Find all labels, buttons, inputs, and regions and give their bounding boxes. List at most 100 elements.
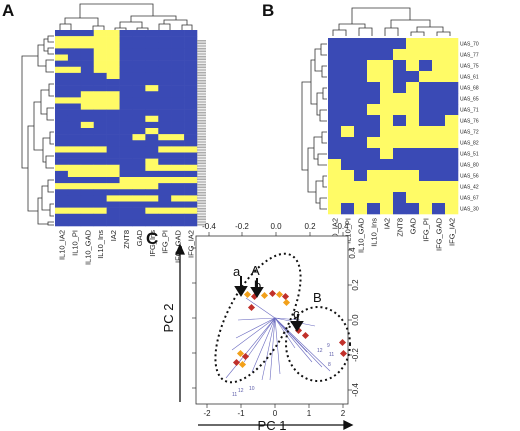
heatmap-cell xyxy=(132,66,146,74)
heatmap-cell xyxy=(393,71,407,83)
heatmap-cell xyxy=(419,148,433,160)
heatmap-cell xyxy=(445,60,459,72)
heatmap-cell xyxy=(80,109,95,117)
heatmap-cell xyxy=(419,181,433,193)
heatmap-cell xyxy=(132,85,146,92)
heatmap-cell xyxy=(367,192,381,204)
heatmap-cell xyxy=(132,30,146,37)
heatmap-cell xyxy=(367,104,381,116)
panel-a-row-dendrogram xyxy=(21,35,54,226)
vector-label: 8 xyxy=(328,362,331,368)
heatmap-cell xyxy=(158,134,172,141)
heatmap-cell xyxy=(158,128,172,135)
heatmap-cell xyxy=(367,49,381,61)
heatmap-cell xyxy=(119,66,133,74)
column-label: IFG_PI xyxy=(422,218,431,242)
panel-b-row-dendrogram xyxy=(301,43,327,210)
heatmap-cell xyxy=(341,170,355,182)
heatmap-cell xyxy=(432,93,446,105)
heatmap-cell xyxy=(406,104,420,116)
heatmap-cell xyxy=(80,115,95,123)
heatmap-cell xyxy=(67,103,82,110)
column-label: IL10_GAD xyxy=(357,217,366,253)
heatmap-cell xyxy=(93,189,107,196)
heatmap-cell xyxy=(119,79,133,86)
heatmap-cell xyxy=(445,49,459,61)
heatmap-cell xyxy=(93,201,107,208)
heatmap-cell xyxy=(341,115,355,127)
heatmap-cell xyxy=(55,85,69,92)
heatmap-cell xyxy=(55,134,69,141)
heatmap-cell xyxy=(145,42,159,49)
heatmap-cell xyxy=(354,82,368,94)
heatmap-cell xyxy=(184,48,198,55)
heatmap-cell xyxy=(80,152,95,159)
heatmap-cell xyxy=(119,177,133,184)
heatmap-cell xyxy=(80,85,95,92)
heatmap-cell xyxy=(184,128,198,135)
heatmap-cell xyxy=(328,126,342,138)
heatmap-cell xyxy=(119,207,133,215)
top-tick: 0.0 xyxy=(270,222,282,231)
heatmap-cell xyxy=(184,152,198,159)
heatmap-cell xyxy=(354,137,368,149)
heatmap-cell xyxy=(184,36,198,43)
heatmap-cell xyxy=(119,60,133,68)
heatmap-cell xyxy=(380,82,394,94)
heatmap-cell xyxy=(55,48,69,55)
heatmap-cell xyxy=(328,170,342,182)
right-tick: -0.4 xyxy=(351,383,360,397)
heatmap-cell xyxy=(184,103,198,110)
column-label: IL10_Ins xyxy=(96,230,105,259)
heatmap-cell xyxy=(132,103,146,110)
bottom-tick: 0 xyxy=(273,409,278,418)
heatmap-cell xyxy=(93,91,107,98)
heatmap-cell xyxy=(406,192,420,204)
heatmap-cell xyxy=(106,183,120,190)
vector-label: 10 xyxy=(249,386,255,392)
heatmap-cell xyxy=(119,115,133,123)
column-label: IFG_IA2 xyxy=(448,218,457,246)
heatmap-cell xyxy=(419,115,433,127)
heatmap-cell xyxy=(106,170,120,178)
heatmap-cell xyxy=(55,183,69,190)
heatmap-cell xyxy=(132,115,146,123)
heatmap-cell xyxy=(67,158,82,166)
column-label: IFG_IA2 xyxy=(187,230,196,258)
heatmap-cell xyxy=(145,97,159,104)
heatmap-cell xyxy=(119,164,133,172)
heatmap-cell xyxy=(158,72,172,80)
heatmap-cell xyxy=(119,134,133,141)
heatmap-cell xyxy=(158,60,172,68)
heatmap-cell xyxy=(328,159,342,171)
heatmap-cell xyxy=(80,48,95,55)
heatmap-cell xyxy=(341,104,355,116)
heatmap-cell xyxy=(55,195,69,202)
heatmap-cell xyxy=(158,36,172,43)
heatmap-cell xyxy=(119,36,133,43)
bottom-tick: -1 xyxy=(237,409,245,418)
heatmap-cell xyxy=(80,146,95,153)
heatmap-cell xyxy=(184,66,198,74)
heatmap-cell xyxy=(419,104,433,116)
heatmap-cell xyxy=(67,201,82,208)
heatmap-cell xyxy=(341,181,355,193)
heatmap-cell xyxy=(67,195,82,202)
heatmap-cell xyxy=(158,189,172,196)
heatmap-cell xyxy=(171,207,185,215)
heatmap-cell xyxy=(171,189,185,196)
heatmap-cell xyxy=(67,128,82,135)
row-label: UAS_75 xyxy=(460,64,479,70)
vector-label: 11 xyxy=(232,392,237,398)
heatmap-cell xyxy=(171,109,185,117)
heatmap-cell xyxy=(445,82,459,94)
right-tick: 0.2 xyxy=(351,279,360,291)
marker-b: b xyxy=(254,278,261,293)
heatmap-cell xyxy=(341,203,355,215)
heatmap-cell xyxy=(145,134,159,141)
column-label: ZNT8 xyxy=(122,230,131,249)
heatmap-cell xyxy=(145,146,159,153)
column-label: IL10_Ins xyxy=(370,218,379,247)
heatmap-cell xyxy=(132,213,146,221)
heatmap-cell xyxy=(145,189,159,196)
